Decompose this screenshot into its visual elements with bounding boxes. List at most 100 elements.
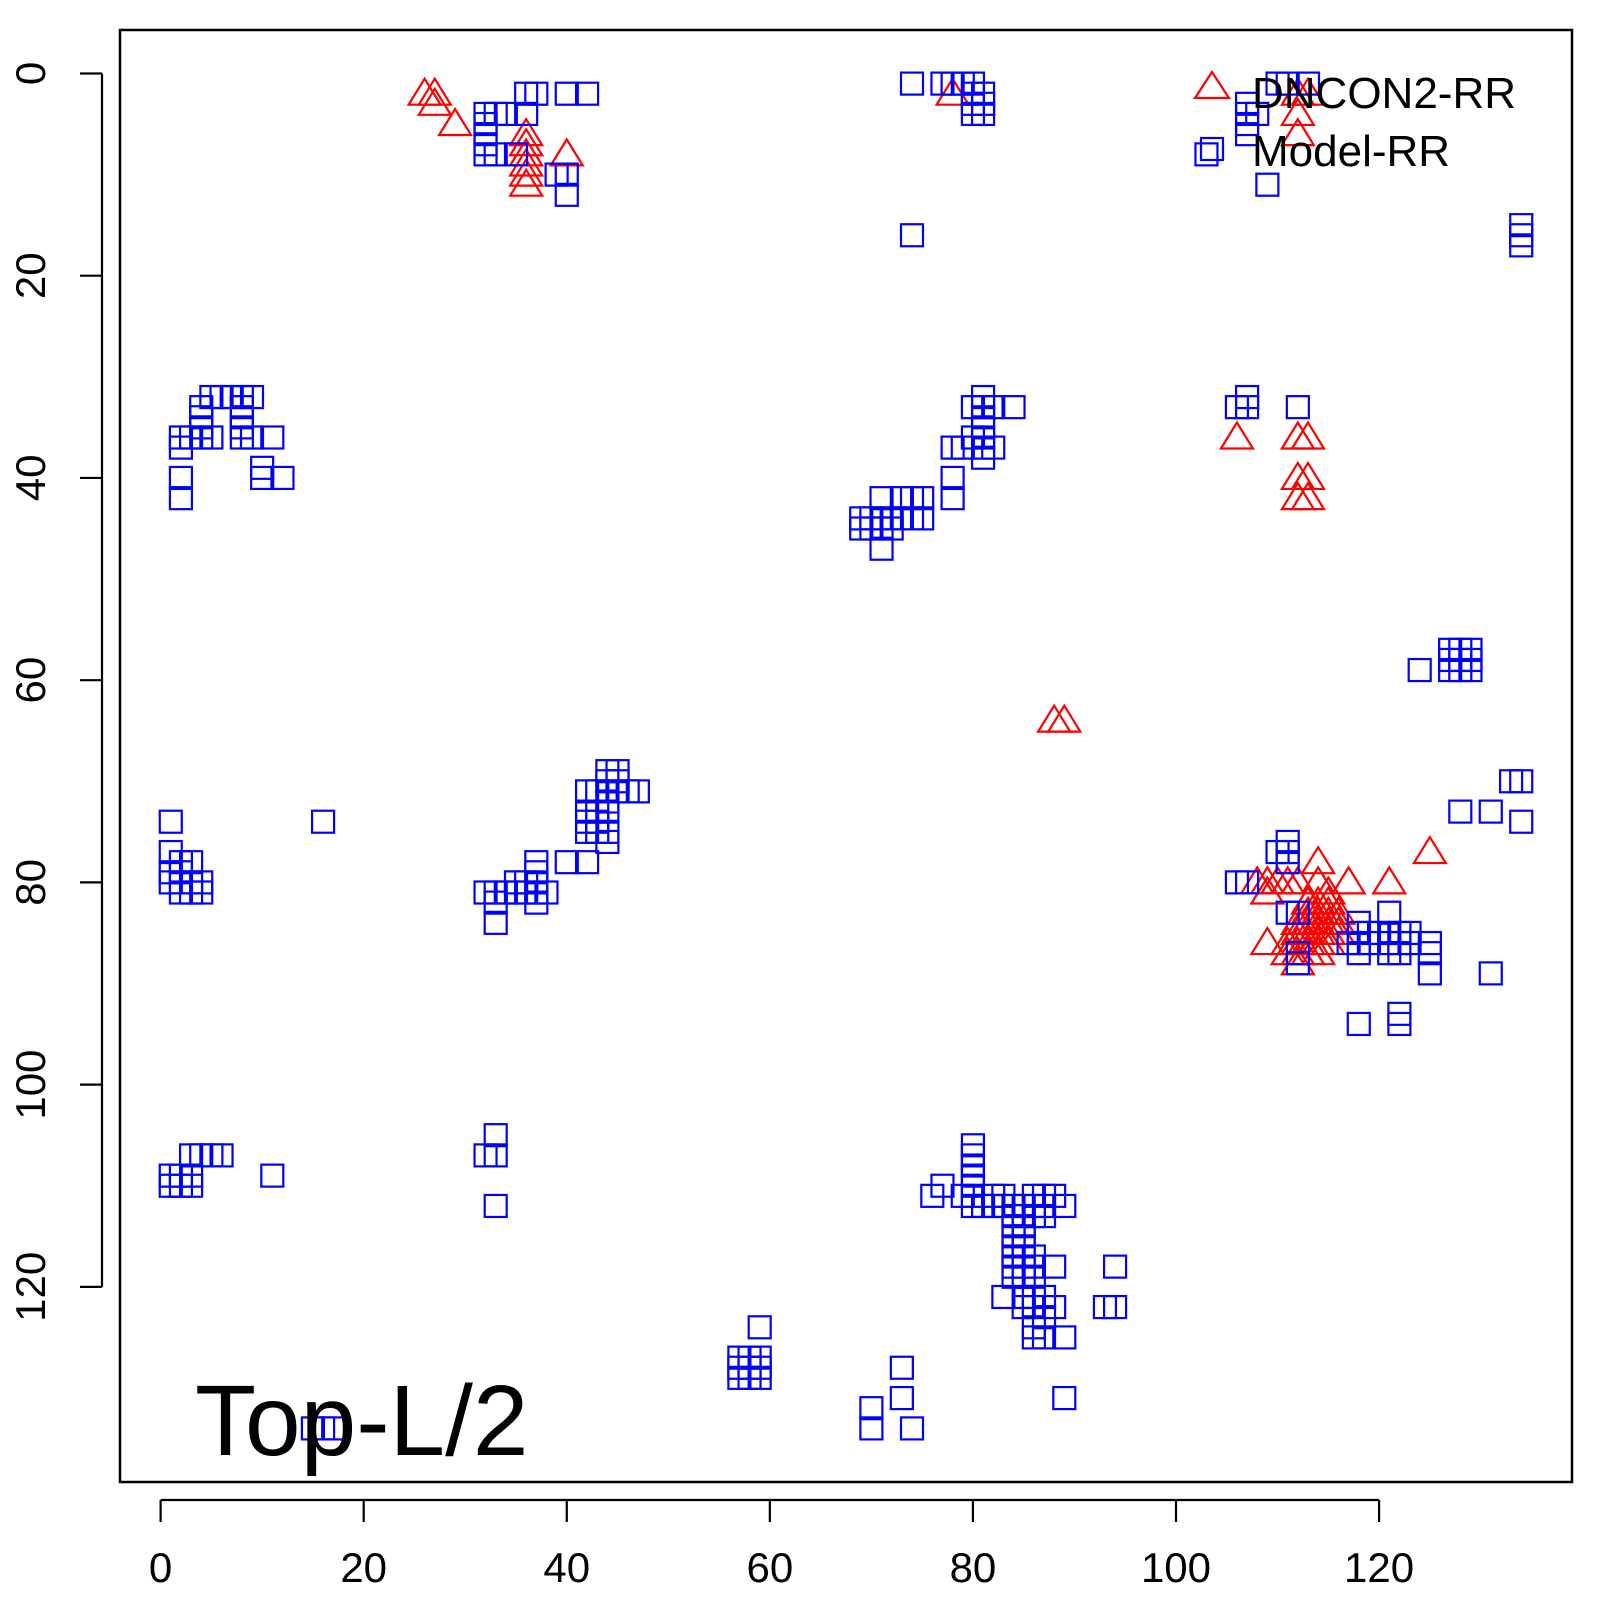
dncon2-rr-point <box>1290 420 1326 450</box>
model-rr-point <box>483 890 508 915</box>
x-tick-label: 80 <box>950 1544 997 1591</box>
model-rr-point <box>554 850 579 875</box>
model-rr-point <box>524 890 549 915</box>
model-rr-point <box>1407 657 1432 683</box>
model-rr-point <box>1417 961 1442 986</box>
model-rr-point <box>483 142 508 167</box>
series-dncon2-rr <box>406 76 1448 976</box>
x-tick-label: 60 <box>746 1544 793 1591</box>
y-tick-label: 60 <box>7 657 54 704</box>
y-tick-label: 120 <box>7 1252 54 1322</box>
dncon2-rr-point <box>1300 936 1337 966</box>
dncon2-rr-point <box>1371 865 1408 895</box>
model-rr-point <box>554 182 579 207</box>
model-rr-point <box>239 425 265 450</box>
model-rr-point <box>859 1416 884 1441</box>
model-rr-point <box>1295 71 1321 96</box>
model-rr-point <box>1377 900 1402 925</box>
model-rr-point <box>168 486 194 511</box>
dncon2-rr-point <box>1290 481 1326 511</box>
dncon2-rr-point <box>1036 703 1073 733</box>
model-rr-point <box>209 1143 234 1168</box>
model-rr-point <box>595 829 620 855</box>
model-rr-point <box>1234 395 1260 420</box>
model-rr-point <box>1194 142 1219 167</box>
y-tick-label: 80 <box>7 859 54 906</box>
model-rr-point <box>514 101 539 127</box>
model-rr-point <box>940 465 965 491</box>
model-rr-point <box>1346 941 1371 966</box>
data-points <box>158 71 1534 1441</box>
model-rr-point <box>899 1416 925 1441</box>
model-rr-point <box>1052 1385 1077 1411</box>
y-tick-label: 40 <box>7 455 54 502</box>
dncon2-rr-point <box>1218 420 1255 450</box>
model-rr-point <box>747 1315 772 1340</box>
dncon2-rr-point <box>1279 420 1316 450</box>
model-rr-point <box>554 162 579 187</box>
dncon2-rr-point <box>437 106 474 137</box>
model-rr-point <box>189 880 214 905</box>
y-tick-label: 20 <box>7 252 54 299</box>
model-rr-point <box>889 1355 914 1380</box>
model-rr-point <box>493 101 518 127</box>
model-rr-point <box>940 486 965 511</box>
dncon2-rr-point <box>1249 925 1286 956</box>
model-rr-point <box>859 1396 884 1421</box>
model-rr-point <box>1285 951 1310 976</box>
model-rr-point <box>970 445 996 470</box>
legend: DNCON2-RR Model-RR <box>1192 69 1516 176</box>
model-rr-point <box>1265 71 1290 96</box>
model-rr-point <box>270 465 295 491</box>
dncon2-rr-point <box>548 137 585 167</box>
model-rr-point <box>869 536 894 561</box>
model-rr-point <box>869 486 894 511</box>
model-rr-point <box>260 425 285 450</box>
model-rr-point <box>1245 101 1270 127</box>
model-rr-point <box>250 465 275 491</box>
y-axis: 0 20 40 60 80 100 120 <box>7 62 104 1322</box>
model-rr-point <box>1255 172 1280 197</box>
dncon2-rr-point <box>934 76 971 106</box>
model-rr-point <box>625 779 650 804</box>
plot-frame <box>118 28 1574 1484</box>
dncon2-rr-point <box>508 157 545 187</box>
model-rr-point <box>1031 1325 1057 1350</box>
x-tick-label: 20 <box>340 1544 387 1591</box>
x-axis: 0 20 40 60 80 100 120 <box>149 1498 1414 1591</box>
model-rr-point <box>310 809 336 834</box>
model-rr-point <box>1509 769 1534 794</box>
dncon2-rr-point <box>1300 845 1337 875</box>
model-rr-point <box>747 1365 772 1390</box>
dncon2-rr-point <box>1279 481 1316 511</box>
legend-square-marker <box>1199 136 1225 162</box>
model-rr-point <box>483 1143 508 1168</box>
dncon2-rr-point <box>508 147 545 177</box>
model-rr-point <box>1052 1325 1077 1350</box>
model-rr-point <box>1275 900 1300 925</box>
x-tick-label: 100 <box>1141 1544 1211 1591</box>
model-rr-point <box>910 506 935 531</box>
model-rr-point <box>483 1193 508 1219</box>
model-rr-point <box>1346 1011 1371 1037</box>
model-rr-point <box>970 101 996 127</box>
model-rr-point <box>158 809 183 834</box>
model-rr-point <box>1042 1254 1067 1279</box>
model-rr-point <box>1001 395 1026 420</box>
dncon2-rr-point <box>1411 834 1448 865</box>
model-rr-point <box>1275 850 1300 875</box>
dncon2-rr-point <box>1279 865 1316 895</box>
dncon2-rr-point <box>1290 460 1326 491</box>
model-rr-point <box>1509 809 1534 834</box>
model-rr-point <box>321 1416 346 1441</box>
model-rr-point <box>920 1183 945 1208</box>
model-rr-point <box>1448 799 1473 824</box>
series-model-rr <box>158 71 1534 1441</box>
model-rr-point <box>1102 1254 1128 1279</box>
model-rr-point <box>1285 395 1310 420</box>
model-rr-point <box>554 81 579 106</box>
legend-label-dncon2-rr: DNCON2-RR <box>1252 69 1516 118</box>
legend-label-model-rr: Model-RR <box>1252 127 1450 176</box>
chart-title: Top-L/2 <box>195 1365 529 1477</box>
